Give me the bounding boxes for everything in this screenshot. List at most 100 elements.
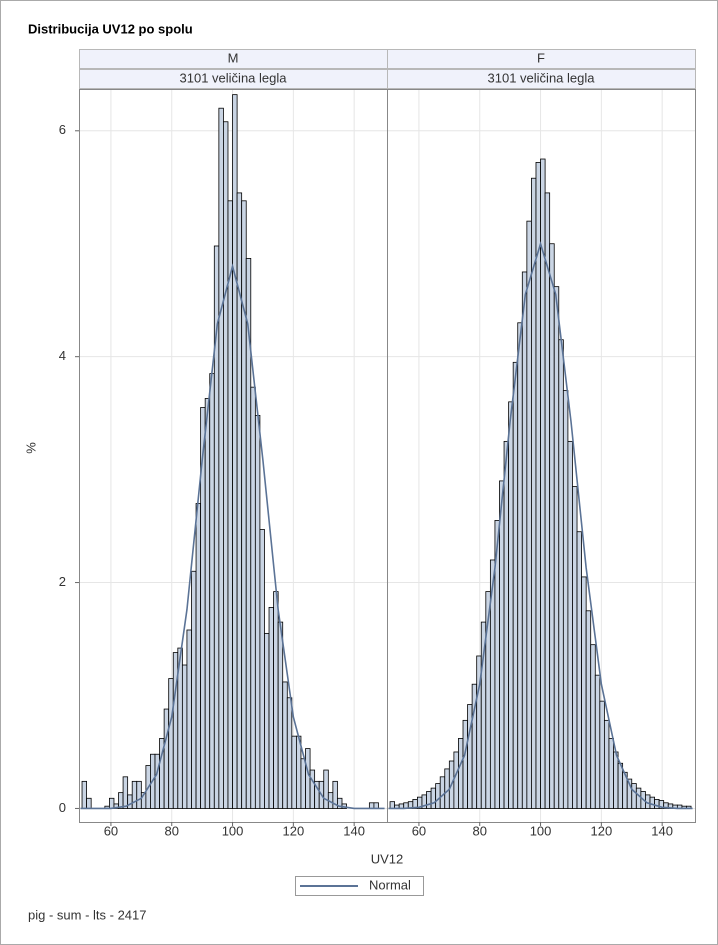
bar bbox=[508, 401, 514, 809]
x-tick-label: 80 bbox=[473, 823, 487, 838]
bar bbox=[218, 107, 224, 809]
bar bbox=[295, 735, 302, 809]
bar bbox=[567, 440, 573, 809]
bar bbox=[439, 776, 446, 809]
bar bbox=[544, 192, 551, 809]
y-axis-label: % bbox=[23, 442, 38, 454]
bar bbox=[81, 780, 88, 809]
bar bbox=[389, 801, 396, 809]
bar bbox=[163, 708, 170, 809]
bar bbox=[572, 486, 578, 809]
normal-curve bbox=[80, 263, 385, 810]
bar bbox=[282, 681, 288, 809]
bar bbox=[323, 769, 329, 809]
x-axis-label: UV12 bbox=[371, 851, 404, 866]
bar bbox=[517, 322, 523, 809]
x-tick-label: 60 bbox=[104, 823, 118, 838]
bar bbox=[131, 780, 138, 809]
panel-label: M bbox=[228, 50, 239, 65]
bar bbox=[553, 286, 560, 809]
normal-curve bbox=[388, 240, 693, 810]
bar bbox=[608, 738, 614, 809]
x-tick-label: 140 bbox=[343, 823, 365, 838]
bar bbox=[268, 607, 274, 809]
bar bbox=[305, 748, 311, 809]
bar bbox=[286, 697, 293, 809]
bar bbox=[373, 802, 379, 809]
bar bbox=[232, 94, 238, 809]
bar bbox=[259, 529, 265, 809]
bar bbox=[631, 783, 637, 809]
bar bbox=[277, 621, 284, 809]
x-tick-label: 100 bbox=[530, 823, 552, 838]
bar bbox=[503, 440, 510, 809]
bar bbox=[127, 794, 133, 809]
bar bbox=[549, 243, 555, 809]
bar bbox=[209, 373, 215, 809]
group-label: 3101 veličina legla bbox=[180, 70, 288, 85]
y-tick-label: 6 bbox=[59, 122, 66, 137]
legend-label: Normal bbox=[369, 877, 411, 892]
bar bbox=[562, 390, 569, 809]
bar bbox=[204, 398, 211, 809]
bar bbox=[458, 738, 464, 809]
bar bbox=[227, 200, 233, 809]
bar bbox=[512, 361, 519, 809]
bar bbox=[136, 780, 142, 809]
bar bbox=[603, 719, 610, 809]
bar bbox=[291, 735, 297, 809]
bar bbox=[195, 503, 202, 809]
bar bbox=[300, 758, 306, 809]
bar bbox=[521, 271, 528, 809]
bar bbox=[309, 769, 316, 809]
bar bbox=[462, 719, 468, 809]
plot-frame bbox=[387, 89, 696, 823]
bar bbox=[250, 386, 256, 809]
bar bbox=[154, 753, 160, 809]
bar bbox=[223, 121, 229, 809]
bar bbox=[499, 480, 505, 809]
legend-box bbox=[295, 876, 424, 896]
bar bbox=[430, 787, 437, 809]
bar bbox=[332, 780, 338, 809]
x-tick-label: 60 bbox=[412, 823, 426, 838]
bar bbox=[581, 576, 587, 809]
bar bbox=[186, 629, 192, 809]
x-tick-label: 120 bbox=[283, 823, 305, 838]
chart-title: Distribucija UV12 po spolu bbox=[28, 21, 193, 36]
bar bbox=[181, 664, 188, 809]
y-tick-label: 0 bbox=[59, 800, 66, 815]
bar bbox=[558, 339, 564, 809]
y-tick-label: 4 bbox=[59, 348, 66, 363]
bar bbox=[109, 797, 115, 809]
bar bbox=[444, 768, 450, 809]
bar bbox=[435, 783, 441, 809]
bar bbox=[86, 797, 92, 809]
panel-label: F bbox=[537, 50, 545, 65]
bar bbox=[526, 220, 532, 809]
bar bbox=[453, 751, 459, 809]
x-tick-label: 100 bbox=[222, 823, 244, 838]
bar bbox=[168, 678, 174, 809]
bar bbox=[649, 796, 655, 809]
bar bbox=[368, 802, 375, 809]
y-tick-label: 2 bbox=[59, 574, 66, 589]
bar bbox=[122, 776, 129, 809]
bar bbox=[590, 644, 596, 809]
bar bbox=[654, 799, 660, 809]
bar bbox=[635, 787, 642, 809]
bar bbox=[426, 791, 432, 809]
bar bbox=[585, 610, 592, 809]
bar bbox=[254, 415, 261, 809]
footnote: pig - sum - lts - 2417 bbox=[28, 907, 147, 922]
bar bbox=[576, 531, 582, 809]
x-tick-label: 140 bbox=[651, 823, 673, 838]
bar bbox=[337, 797, 343, 809]
bar bbox=[599, 700, 605, 809]
bar bbox=[613, 751, 619, 809]
group-label: 3101 veličina legla bbox=[488, 70, 596, 85]
bar bbox=[191, 570, 197, 809]
x-tick-label: 120 bbox=[591, 823, 613, 838]
panel-header bbox=[387, 69, 696, 89]
